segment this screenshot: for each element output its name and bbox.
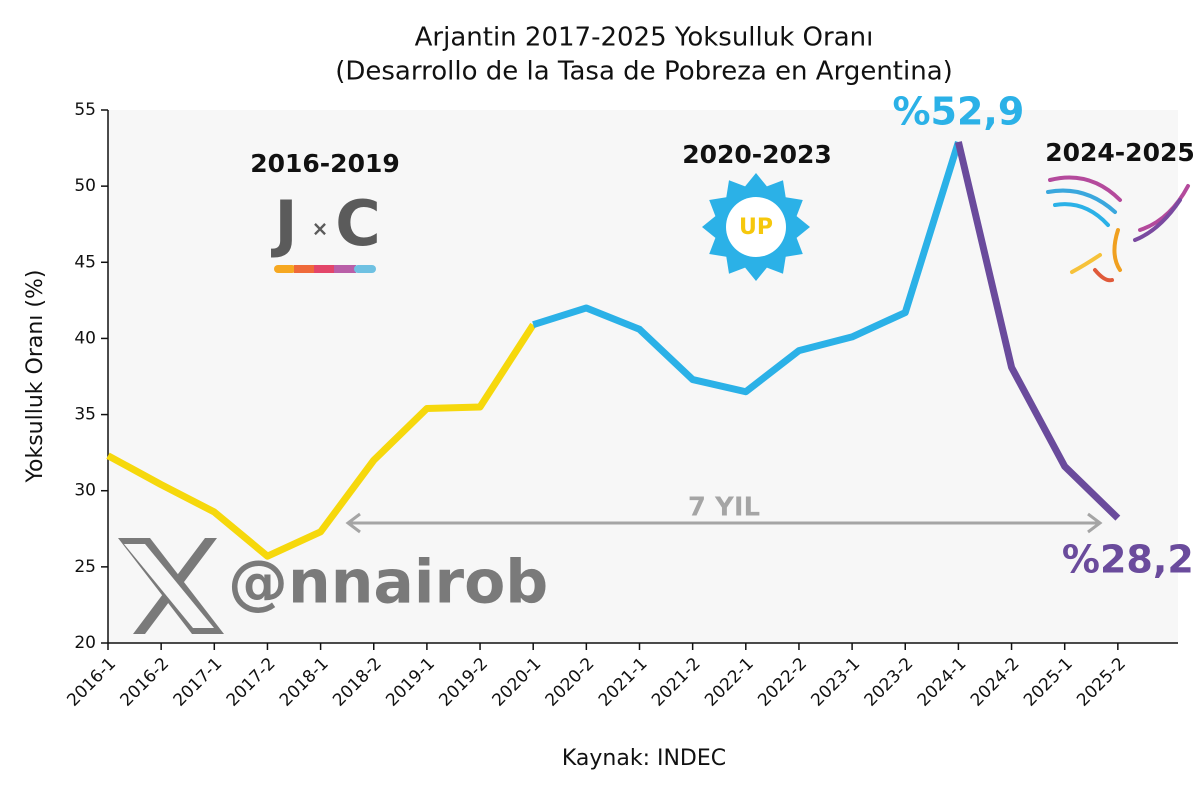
y-tick-label: 50 <box>74 176 96 196</box>
logo-text: C <box>335 187 381 260</box>
series-line <box>532 140 962 396</box>
x-tick-label: 2016-1 <box>63 654 120 711</box>
x-tick-label: 2017-1 <box>170 654 227 711</box>
up-logo <box>702 173 810 281</box>
x-tick-label: 2017-2 <box>223 654 280 711</box>
span-label: 7 YIL <box>688 493 760 523</box>
span-arrow <box>345 512 1103 534</box>
jxc-logo-bar <box>274 265 376 273</box>
x-tick-label: 2022-1 <box>701 654 758 711</box>
series-line <box>954 141 1121 521</box>
logo-text: × <box>312 217 329 241</box>
x-tick-label: 2024-1 <box>914 654 971 711</box>
y-tick-label: 25 <box>74 557 96 577</box>
x-tick-label: 2023-1 <box>807 654 864 711</box>
y-tick-label: 55 <box>74 100 96 120</box>
x-tick-label: 2025-2 <box>1073 654 1130 711</box>
watermark: @nnairob <box>228 548 548 618</box>
eagle-logo <box>1046 175 1190 283</box>
y-tick-label: 30 <box>74 481 96 501</box>
x-tick-label: 2023-2 <box>861 654 918 711</box>
series-line <box>106 322 537 560</box>
period-label: 2024-2025 <box>1045 138 1195 167</box>
y-tick-label: 20 <box>74 633 96 653</box>
plot-area <box>108 110 1178 643</box>
x-tick-label: 2019-2 <box>435 654 492 711</box>
y-tick-label: 35 <box>74 405 96 425</box>
y-tick-label: 45 <box>74 252 96 272</box>
x-axis-label: Kaynak: INDEC <box>562 746 726 771</box>
logo-text: J <box>270 187 297 260</box>
x-tick-label: 2022-2 <box>754 654 811 711</box>
x-tick-label: 2019-1 <box>382 654 439 711</box>
x-tick-label: 2020-2 <box>542 654 599 711</box>
x-tick-label: 2016-2 <box>116 654 173 711</box>
x-tick-label: 2020-1 <box>489 654 546 711</box>
x-tick-label: 2021-1 <box>595 654 652 711</box>
logo-text: UP <box>739 215 773 240</box>
chart-title: Arjantin 2017-2025 Yoksulluk Oranı <box>415 23 874 53</box>
y-tick-label: 40 <box>74 328 96 348</box>
value-label: %52,9 <box>892 89 1024 133</box>
chart-subtitle: (Desarrollo de la Tasa de Pobreza en Arg… <box>335 57 953 87</box>
x-tick-label: 2025-1 <box>1020 654 1077 711</box>
x-tick-label: 2018-1 <box>276 654 333 711</box>
x-tick-label: 2018-2 <box>329 654 386 711</box>
period-label: 2016-2019 <box>250 149 400 178</box>
x-logo <box>118 538 224 634</box>
period-label: 2020-2023 <box>682 140 832 169</box>
value-label: %28,2 <box>1062 538 1194 582</box>
x-tick-label: 2024-2 <box>967 654 1024 711</box>
y-axis-label: Yoksulluk Oranı (%) <box>23 270 48 484</box>
x-tick-label: 2021-2 <box>648 654 705 711</box>
